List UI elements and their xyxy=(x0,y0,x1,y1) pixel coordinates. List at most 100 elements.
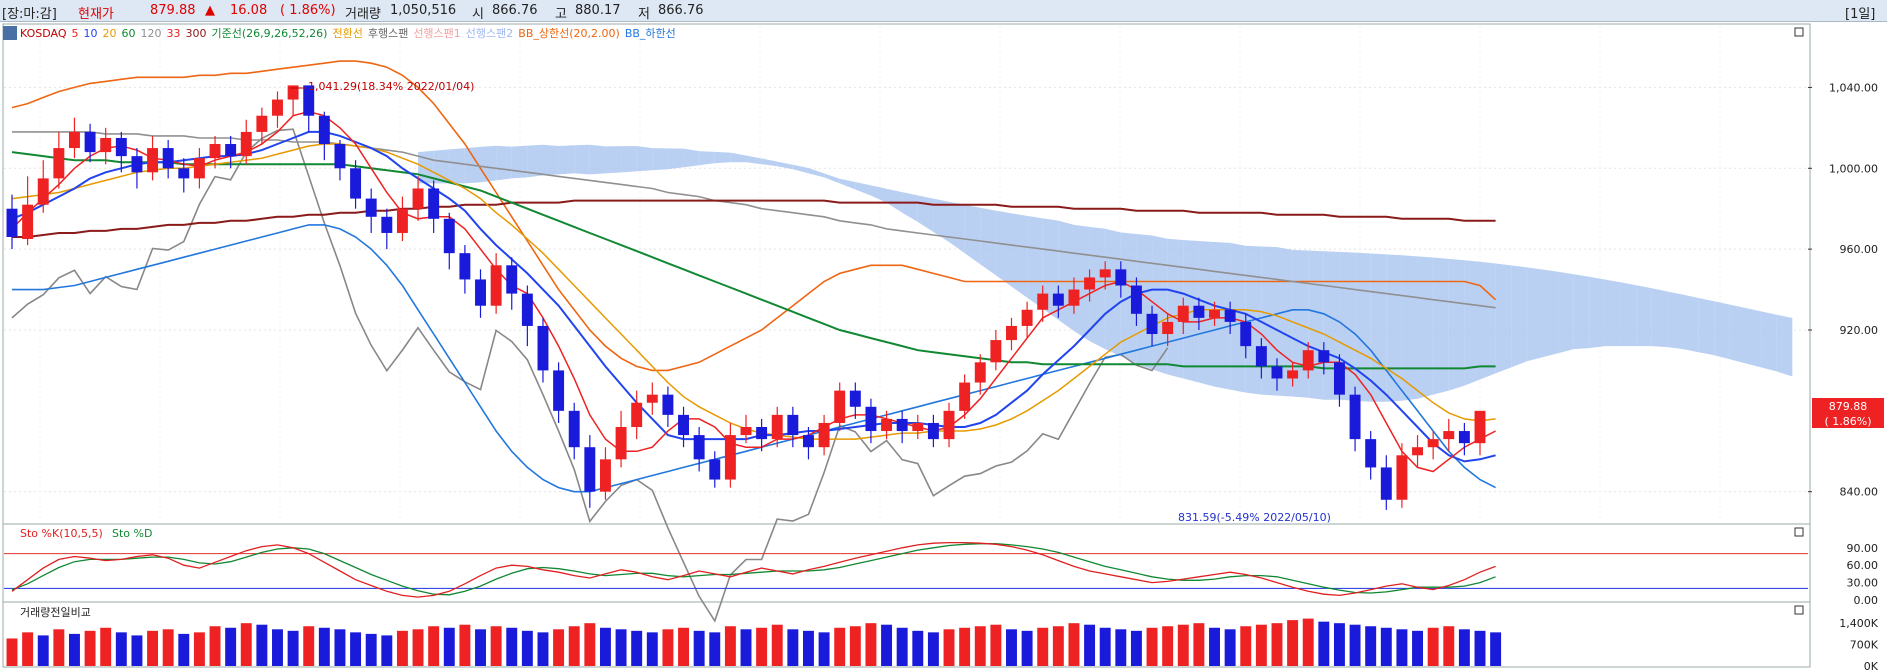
candle-body xyxy=(443,218,455,254)
candle-body xyxy=(1115,269,1127,286)
volume-bar xyxy=(1006,629,1017,666)
candle-body xyxy=(1349,394,1361,440)
legend-item: 선행스팬2 xyxy=(466,27,513,40)
cloud-segment xyxy=(1714,301,1730,360)
volume-bar xyxy=(599,627,611,666)
legend-item: 5 xyxy=(72,27,79,40)
volume-bar xyxy=(459,624,471,666)
stoch-tick-label: 30.00 xyxy=(1847,577,1879,590)
stock-chart[interactable]: 1,040.00 1,000.00 960.00 920.00 840.00 KOSDA… xyxy=(0,22,1887,670)
volume-bar xyxy=(1443,626,1455,666)
cloud-segment xyxy=(1152,235,1168,375)
candle-body xyxy=(1412,447,1423,456)
candle-body xyxy=(1224,309,1236,322)
candle-body xyxy=(1474,410,1486,444)
candle-body xyxy=(1209,309,1220,318)
volume-bar xyxy=(1458,629,1470,666)
candle-body xyxy=(350,168,362,199)
candle-body xyxy=(412,188,424,209)
cloud-segment xyxy=(1058,220,1074,331)
candle-body xyxy=(381,216,393,233)
high-annotation: 1,041.29(18.34% 2022/01/04) xyxy=(308,80,474,93)
legend-item: 10 xyxy=(84,27,98,40)
cloud-segment xyxy=(1433,257,1449,395)
candle-body xyxy=(912,422,924,432)
candle-body xyxy=(678,414,689,436)
volume-bar xyxy=(6,638,18,666)
volume-bar xyxy=(1146,627,1158,666)
price-legend: KOSDAQ 5 10 20 60 120 33 300 기준선(26,9,26,52,26) 전… xyxy=(20,26,676,40)
volume-bar xyxy=(1255,624,1267,666)
period-selector[interactable]: [1일] xyxy=(1845,7,1876,22)
candle-body xyxy=(537,325,549,371)
cloud-segment xyxy=(1198,241,1215,387)
volume-bar xyxy=(193,632,205,666)
cloud-segment xyxy=(1386,254,1402,402)
cloud-segment xyxy=(1027,215,1043,309)
candle-body xyxy=(1271,366,1283,379)
volume-bar xyxy=(943,629,955,666)
candle-body xyxy=(1458,431,1470,444)
cloud-segment xyxy=(839,178,856,190)
candle-body xyxy=(756,427,768,440)
candle-body xyxy=(1333,362,1345,395)
stoch-panel-maximize-icon[interactable] xyxy=(1794,527,1804,537)
cloud-segment xyxy=(1167,238,1184,379)
legend-item: 33 xyxy=(167,27,181,40)
price-panel-maximize-icon[interactable] xyxy=(1794,27,1804,37)
low-annotation: 831.59(-5.49% 2022/05/10) xyxy=(1178,511,1331,524)
candle-body xyxy=(1318,350,1330,363)
volume-bar xyxy=(381,635,393,666)
cloud-segment xyxy=(933,198,950,243)
volume-y-axis: 1,400K 700K 0K xyxy=(1839,617,1878,670)
volume-bar xyxy=(225,627,237,666)
candle-body xyxy=(1443,431,1455,440)
volume-bar xyxy=(53,629,65,666)
volume-bar xyxy=(693,630,705,666)
legend-item: BB_상한선(20,2.00) xyxy=(518,27,620,40)
cloud-segment xyxy=(949,201,965,254)
candle-body xyxy=(709,459,721,480)
cloud-segment xyxy=(1495,263,1512,374)
candle-body xyxy=(553,370,565,411)
volume-bar xyxy=(787,629,799,666)
cloud-segment xyxy=(824,173,840,184)
cloud-segment xyxy=(1308,250,1324,400)
candle-body xyxy=(115,137,127,157)
volume-value: 1,050,516 xyxy=(390,3,457,18)
volume-bar xyxy=(209,626,221,666)
candle-body xyxy=(646,394,658,403)
volume-bar xyxy=(771,624,783,666)
stoch-d-line xyxy=(11,543,1496,596)
chart-menu-icon[interactable] xyxy=(3,26,17,40)
cloud-segment xyxy=(1542,269,1559,358)
legend-item: 후행스팬 xyxy=(368,27,408,40)
volume-bar xyxy=(1412,630,1423,666)
candle-body xyxy=(69,131,80,149)
volume-tick-label: 0K xyxy=(1864,660,1879,670)
candle-body xyxy=(287,85,299,100)
volume-bar xyxy=(1427,627,1439,666)
volume-bar xyxy=(1474,630,1486,666)
quote-header: [장:마:감] 현재가 879.88 ▲ 16.08 ( 1.86%) 거래량 … xyxy=(0,0,1887,22)
cloud-segment xyxy=(792,164,809,174)
candle-body xyxy=(1021,309,1033,326)
current-price: 879.88 xyxy=(150,3,196,18)
cloud-segment xyxy=(761,158,778,167)
volume-panel-maximize-icon[interactable] xyxy=(1794,605,1804,615)
volume-bar xyxy=(568,626,580,666)
cloud-segment xyxy=(1745,307,1762,368)
stochastic-lines xyxy=(4,541,1808,598)
volume-bar xyxy=(537,632,549,666)
volume-bar xyxy=(818,632,830,666)
volume-legend: 거래량전일비교 xyxy=(20,605,91,619)
cloud-segment xyxy=(1011,213,1028,298)
y-tick-label: 840.00 xyxy=(1840,486,1879,499)
cloud-segment xyxy=(730,152,746,163)
cloud-segment xyxy=(652,148,668,171)
candle-body xyxy=(318,115,330,145)
volume-bar xyxy=(927,632,939,666)
candle-body xyxy=(1365,439,1377,468)
low-value: 866.76 xyxy=(658,3,704,18)
candle-body xyxy=(1099,269,1111,278)
